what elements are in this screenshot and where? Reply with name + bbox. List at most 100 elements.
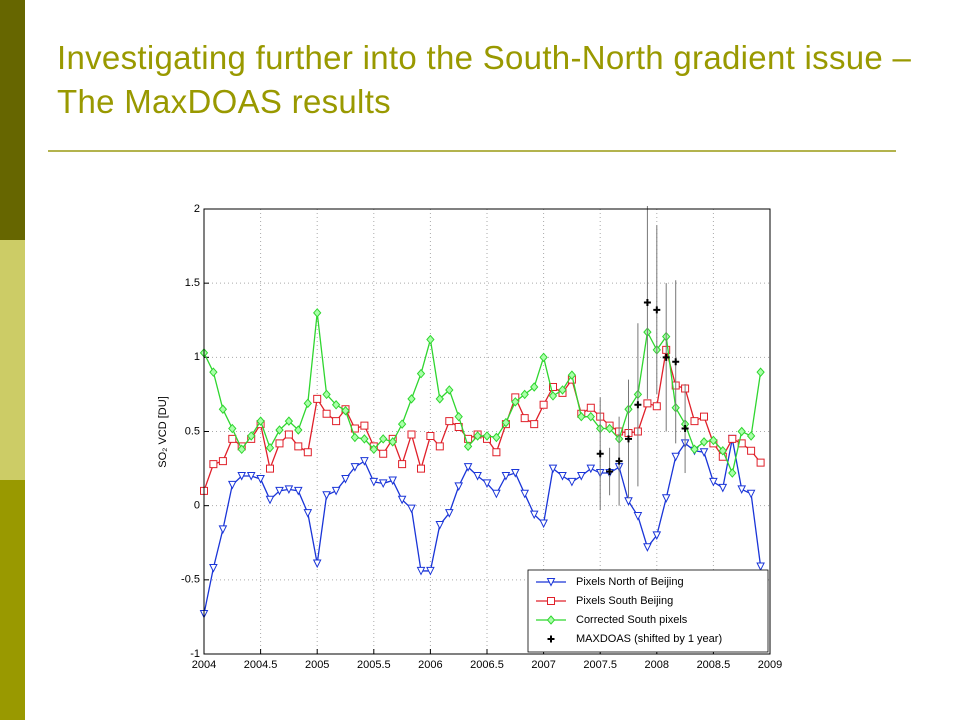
marker — [426, 334, 435, 345]
marker — [388, 437, 397, 447]
marker — [332, 417, 341, 426]
marker — [322, 409, 331, 418]
marker — [350, 432, 360, 443]
marker — [331, 400, 341, 410]
marker — [643, 543, 652, 552]
marker — [548, 464, 558, 474]
marker — [341, 405, 350, 416]
marker — [265, 464, 274, 473]
marker — [511, 397, 520, 407]
marker — [275, 486, 284, 496]
marker — [520, 389, 529, 400]
marker — [435, 442, 444, 451]
marker — [709, 477, 718, 487]
marker — [661, 494, 671, 503]
marker — [313, 308, 322, 318]
y-tick-label: 0 — [194, 500, 200, 512]
marker — [303, 448, 312, 457]
marker — [577, 411, 586, 422]
marker — [218, 457, 227, 466]
marker — [586, 464, 596, 474]
x-tick-label: 2006.5 — [470, 659, 504, 671]
marker — [313, 394, 322, 403]
marker — [293, 486, 303, 496]
marker — [699, 448, 709, 457]
marker — [615, 457, 623, 465]
marker — [303, 398, 312, 409]
marker — [416, 368, 426, 379]
marker — [643, 298, 651, 306]
marker — [350, 424, 359, 433]
marker — [284, 485, 294, 494]
marker — [700, 412, 709, 421]
marker — [379, 449, 388, 458]
legend-label: MAXDOAS (shifted by 1 year) — [576, 633, 722, 645]
marker — [388, 476, 398, 486]
marker — [218, 404, 228, 415]
marker — [246, 472, 256, 481]
marker — [237, 472, 247, 481]
marker — [482, 431, 492, 441]
marker — [454, 411, 463, 422]
marker — [416, 566, 426, 576]
legend — [527, 569, 769, 653]
marker — [407, 504, 416, 514]
marker — [275, 425, 284, 435]
marker — [718, 446, 727, 456]
marker — [256, 474, 265, 484]
marker — [634, 401, 642, 409]
marker — [709, 435, 718, 446]
marker — [625, 435, 632, 443]
marker — [444, 509, 454, 518]
legend-marker — [546, 615, 556, 625]
slide-title: Investigating further into the South-Nor… — [57, 39, 912, 120]
marker — [397, 495, 407, 505]
y-axis-label: SO₂ VCD [DU] — [157, 396, 169, 468]
marker — [360, 421, 369, 430]
y-tick-label: -1 — [190, 648, 200, 660]
x-tick-label: 2008 — [645, 659, 669, 671]
marker — [341, 474, 350, 484]
marker — [586, 403, 595, 412]
y-tick-label: 2 — [194, 203, 200, 215]
marker — [529, 510, 539, 520]
marker — [746, 431, 756, 441]
marker — [350, 463, 360, 472]
marker — [671, 452, 681, 462]
marker — [209, 563, 218, 573]
marker — [539, 352, 548, 363]
marker — [681, 425, 689, 433]
x-tick-label: 2009 — [758, 659, 782, 671]
marker — [756, 562, 765, 572]
marker — [473, 472, 482, 481]
y-tick-label: 1 — [194, 351, 200, 363]
side-bar — [0, 480, 25, 720]
marker — [454, 482, 464, 492]
marker — [454, 423, 463, 432]
marker — [728, 468, 737, 478]
marker — [567, 477, 577, 487]
marker — [539, 400, 548, 409]
marker — [652, 531, 662, 540]
marker — [606, 468, 614, 476]
marker — [378, 479, 388, 489]
x-tick-label: 2007.5 — [583, 659, 617, 671]
marker — [690, 417, 699, 426]
marker — [265, 443, 275, 453]
side-bar — [0, 240, 25, 480]
marker — [247, 431, 256, 441]
marker — [369, 477, 379, 487]
marker — [312, 559, 322, 569]
marker — [756, 458, 765, 467]
x-tick-label: 2005.5 — [357, 659, 391, 671]
marker — [501, 472, 511, 481]
marker — [548, 391, 558, 401]
marker — [227, 480, 237, 490]
y-tick-label: 1.5 — [185, 277, 200, 289]
title-rule — [48, 150, 896, 152]
y-tick-label: -0.5 — [181, 574, 200, 586]
marker — [284, 416, 294, 426]
x-tick-label: 2004.5 — [244, 659, 278, 671]
